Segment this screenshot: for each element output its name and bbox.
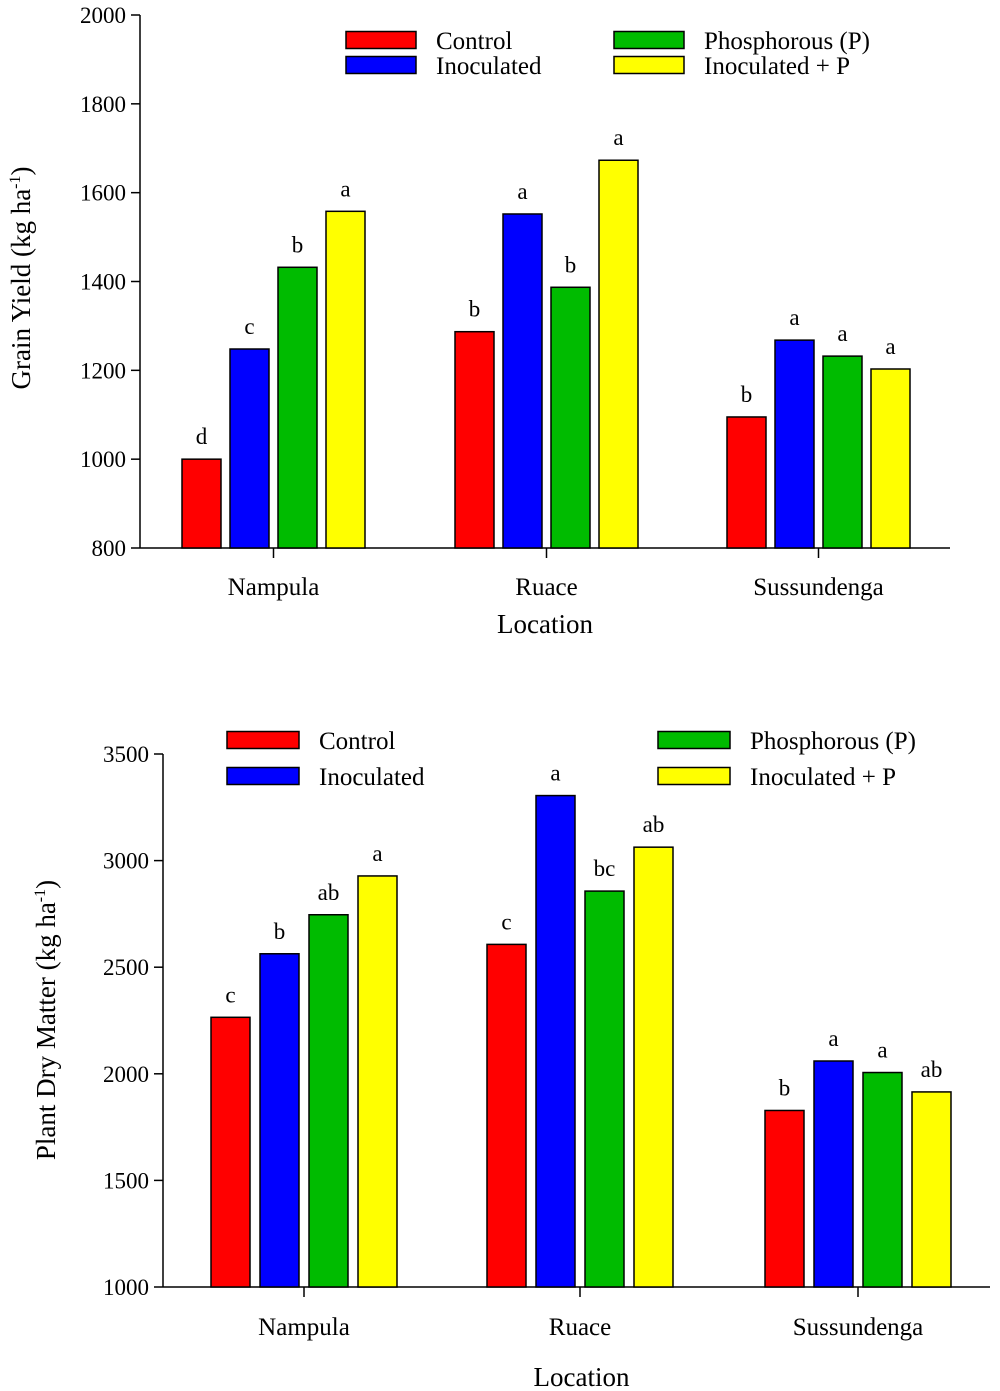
significance-letter: bc: [594, 856, 616, 881]
legend-label-inoculated-p: Inoculated + P: [704, 53, 850, 80]
legend-label-inoculated: Inoculated: [436, 53, 542, 80]
bar-ruace-control: [486, 943, 527, 1288]
significance-letter: a: [613, 125, 623, 150]
significance-letter: ab: [318, 880, 340, 905]
bar-sussundenga-phosphorous-p: [862, 1071, 903, 1288]
bar-nampula-control: [181, 458, 222, 549]
y-tick-label: 1400: [80, 270, 126, 295]
legend-swatch-control: [226, 730, 300, 750]
bar-sussundenga-control: [764, 1109, 805, 1288]
significance-letter: b: [469, 297, 481, 322]
x-axis-title: Location: [497, 609, 593, 639]
legend-label-inoculated-p: Inoculated + P: [750, 764, 896, 791]
significance-letter: a: [837, 321, 847, 346]
legend-swatch-inoculated: [345, 55, 417, 75]
y-axis-title: Grain Yield (kg ha-1): [6, 166, 36, 389]
bar-nampula-inoculated: [259, 953, 300, 1288]
significance-letter: a: [828, 1026, 838, 1051]
significance-letter: a: [885, 334, 895, 359]
category-label-ruace: Ruace: [549, 1314, 611, 1341]
significance-letter: ab: [921, 1057, 943, 1082]
bar-nampula-phosphorous-p: [277, 266, 318, 549]
y-tick-label: 2500: [103, 955, 149, 980]
bar-sussundenga-control: [726, 416, 767, 549]
bar-sussundenga-inoculated: [774, 339, 815, 549]
bar-sussundenga-phosphorous-p: [822, 355, 863, 549]
y-tick-label: 2000: [80, 3, 126, 28]
legend-swatch-phosphorous-p: [613, 30, 685, 50]
significance-letter: a: [550, 761, 560, 786]
bar-ruace-phosphorous-p: [550, 286, 591, 549]
y-tick-label: 1800: [80, 92, 126, 117]
bar-ruace-phosphorous-p: [584, 890, 625, 1288]
significance-letter: b: [292, 232, 304, 257]
y-tick-label: 1500: [103, 1168, 149, 1193]
legend-swatch-control: [345, 30, 417, 50]
y-tick-label: 1600: [80, 181, 126, 206]
significance-letter: b: [565, 252, 577, 277]
grain-yield-chart: 800 1000 1200 1400 1600 1800 2000 Nampula d c b a Ru…: [6, 3, 950, 639]
significance-letter: a: [877, 1038, 887, 1063]
significance-letter: b: [741, 382, 753, 407]
x-axis-title: Location: [534, 1362, 630, 1391]
significance-letter: d: [196, 424, 208, 449]
legend-label-control: Control: [319, 728, 395, 755]
bar-sussundenga-inoculated-p: [911, 1091, 952, 1288]
category-label-sussundenga: Sussundenga: [753, 574, 884, 601]
legend-swatch-phosphorous-p: [657, 730, 731, 750]
category-label-ruace: Ruace: [515, 574, 577, 601]
legend-label-phosphorous-p: Phosphorous (P): [750, 728, 916, 755]
bar-sussundenga-inoculated: [813, 1060, 854, 1288]
y-tick-label: 3000: [103, 849, 149, 874]
significance-letter: c: [225, 982, 235, 1007]
bar-ruace-control: [454, 330, 495, 549]
legend-swatch-inoculated-p: [657, 766, 731, 786]
bar-nampula-inoculated-p: [357, 875, 398, 1288]
y-axis-title: Plant Dry Matter (kg ha-1): [31, 880, 61, 1160]
bar-ruace-inoculated: [502, 213, 543, 549]
significance-letter: c: [244, 314, 254, 339]
significance-letter: b: [779, 1075, 791, 1100]
y-tick-label: 3500: [103, 742, 149, 767]
y-tick-label: 1000: [103, 1275, 149, 1300]
category-label-sussundenga: Sussundenga: [793, 1314, 924, 1341]
bar-ruace-inoculated-p: [598, 159, 639, 549]
bar-nampula-control: [210, 1016, 251, 1288]
significance-letter: a: [789, 305, 799, 330]
bar-nampula-inoculated-p: [325, 210, 366, 549]
legend-swatch-inoculated-p: [613, 55, 685, 75]
significance-letter: b: [274, 919, 286, 944]
y-tick-label: 2000: [103, 1062, 149, 1087]
significance-letter: ab: [643, 812, 665, 837]
category-label-nampula: Nampula: [228, 574, 320, 601]
plant-dry-matter-chart: 100015002000250030003500NampulacbabaRuac…: [31, 728, 990, 1391]
legend-swatch-inoculated: [226, 766, 300, 786]
category-label-nampula: Nampula: [258, 1314, 350, 1341]
y-tick-label: 800: [92, 536, 127, 561]
significance-letter: a: [340, 176, 350, 201]
significance-letter: c: [501, 909, 511, 934]
bar-ruace-inoculated-p: [633, 846, 674, 1288]
y-tick-label: 1200: [80, 358, 126, 383]
bar-ruace-inoculated: [535, 794, 576, 1288]
bar-nampula-phosphorous-p: [308, 914, 349, 1288]
bar-sussundenga-inoculated-p: [870, 368, 911, 549]
legend-label-inoculated: Inoculated: [319, 764, 425, 791]
bar-nampula-inoculated: [229, 348, 270, 549]
significance-letter: a: [372, 841, 382, 866]
significance-letter: a: [517, 179, 527, 204]
y-tick-label: 1000: [80, 447, 126, 472]
legend-label-control: Control: [436, 28, 512, 55]
legend-label-phosphorous-p: Phosphorous (P): [704, 28, 870, 55]
